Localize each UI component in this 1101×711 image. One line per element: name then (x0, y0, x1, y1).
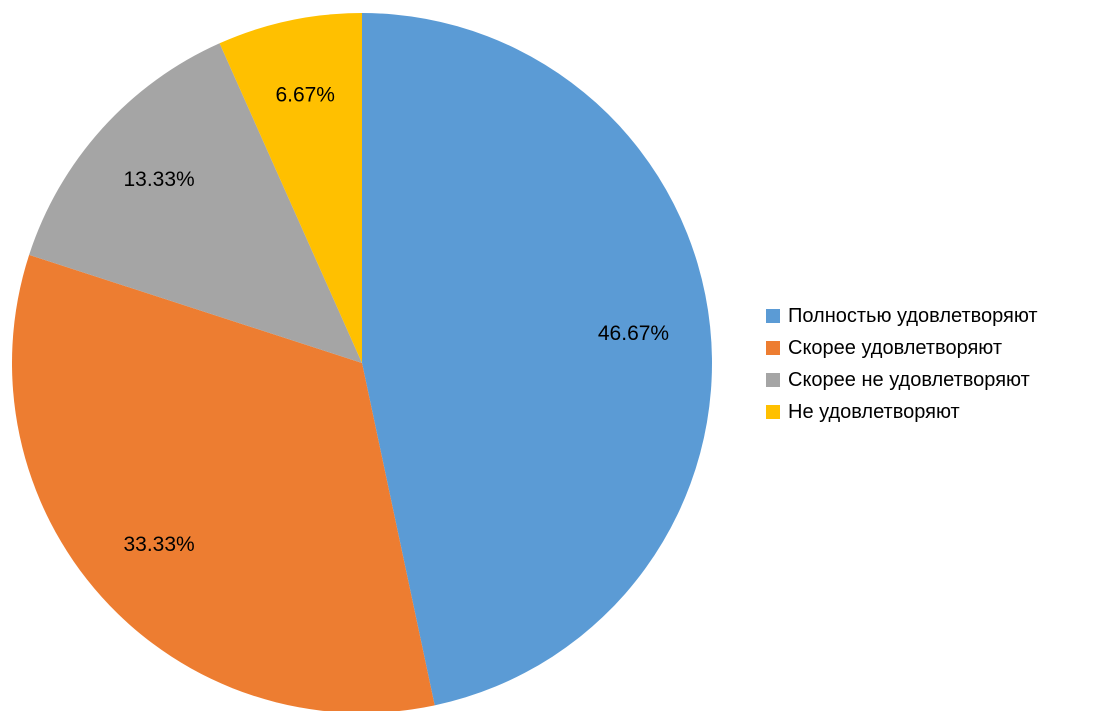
legend-swatch (766, 341, 780, 355)
chart-legend: Полностью удовлетворяют Скорее удовлетвор… (766, 300, 1038, 428)
pie-slices (12, 13, 712, 711)
legend-item: Не удовлетворяют (766, 396, 1038, 428)
legend-label: Не удовлетворяют (788, 400, 960, 423)
pie-data-label: 13.33% (123, 168, 194, 191)
legend-swatch (766, 309, 780, 323)
pie-slice (12, 254, 435, 711)
legend-label: Скорее не удовлетворяют (788, 368, 1030, 391)
pie-slice (29, 43, 362, 364)
legend-swatch (766, 405, 780, 419)
pie-chart: 46.67% 33.33% 13.33% 6.67% (12, 13, 712, 711)
pie-data-labels: 46.67% 33.33% 13.33% 6.67% (123, 84, 669, 557)
legend-item: Скорее не удовлетворяют (766, 364, 1038, 396)
legend-swatch (766, 373, 780, 387)
pie-slice (219, 13, 362, 363)
pie-data-label: 46.67% (598, 322, 669, 345)
pie-slice (362, 13, 712, 706)
legend-item: Скорее удовлетворяют (766, 332, 1038, 364)
pie-data-label: 6.67% (275, 84, 335, 107)
legend-label: Полностью удовлетворяют (788, 304, 1038, 327)
pie-data-label: 33.33% (123, 533, 194, 556)
legend-label: Скорее удовлетворяют (788, 336, 1003, 359)
legend-item: Полностью удовлетворяют (766, 300, 1038, 332)
